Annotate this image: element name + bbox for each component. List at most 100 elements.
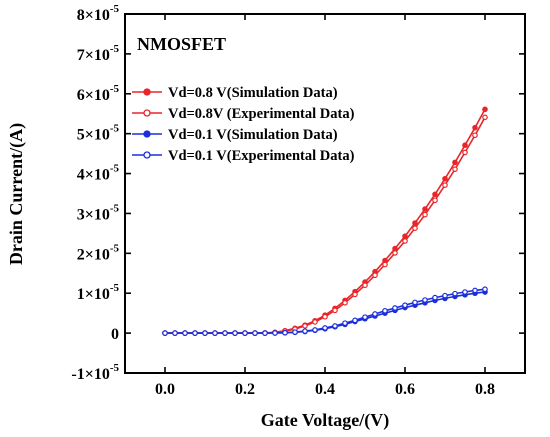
data-point — [482, 286, 488, 293]
x-tick-label: 0.0 — [155, 381, 175, 398]
data-point — [332, 323, 338, 329]
y-tick-label: 6×10-5 — [77, 83, 120, 104]
data-point — [372, 272, 378, 279]
data-point — [342, 320, 348, 326]
data-point — [422, 211, 428, 218]
data-point — [192, 330, 198, 336]
legend-label: Vd=0.1 V(Simulation Data) — [168, 127, 338, 143]
data-point — [352, 317, 358, 324]
data-point — [452, 290, 458, 297]
data-point — [322, 325, 328, 331]
data-point — [212, 330, 218, 336]
y-tick-label: 4×10-5 — [77, 163, 120, 184]
y-tick-mantissa: 3×10 — [77, 206, 110, 223]
x-tick-label: 0.8 — [475, 381, 495, 398]
data-point — [312, 327, 318, 333]
x-tick-label: 0.4 — [315, 381, 335, 398]
data-point — [162, 330, 168, 336]
data-point — [302, 328, 308, 334]
legend-item: Vd=0.1 V(Experimental Data) — [132, 148, 355, 164]
y-tick-mantissa: 7×10 — [77, 47, 110, 64]
y-tick-label: 1×10-5 — [77, 282, 120, 303]
data-point — [242, 330, 248, 336]
legend-marker — [143, 130, 151, 138]
data-point — [422, 297, 428, 303]
y-tick-mantissa: 0 — [111, 326, 119, 343]
y-tick-label: 8×10-5 — [77, 3, 120, 24]
data-point — [172, 330, 178, 336]
data-point — [372, 311, 378, 317]
y-tick-exponent: -5 — [110, 362, 120, 374]
y-tick-label: 3×10-5 — [77, 202, 120, 223]
data-point — [432, 294, 438, 301]
legend-marker — [143, 151, 151, 159]
data-point — [442, 182, 448, 188]
data-point — [332, 307, 338, 314]
data-point — [452, 159, 458, 166]
data-point — [412, 299, 418, 306]
data-point — [322, 313, 328, 320]
data-point — [252, 330, 258, 336]
data-point — [382, 261, 388, 268]
y-tick-exponent: -5 — [110, 163, 120, 175]
series-3 — [162, 286, 488, 336]
data-point — [472, 287, 478, 294]
data-point — [402, 302, 408, 308]
data-point — [462, 149, 468, 156]
data-point — [392, 305, 398, 311]
y-tick-mantissa: 6×10 — [77, 87, 110, 104]
data-point — [392, 250, 398, 256]
y-tick-label: 2×10-5 — [77, 242, 120, 263]
data-point — [402, 233, 408, 239]
chart-annotation: NMOSFET — [137, 34, 226, 54]
y-axis-title: Drain Current/(A) — [6, 123, 27, 265]
data-point — [382, 307, 388, 314]
y-tick-mantissa: 5×10 — [77, 127, 110, 144]
data-point — [452, 166, 458, 172]
data-point — [432, 197, 438, 204]
y-tick-exponent: -5 — [110, 282, 120, 294]
legend-item: Vd=0.8V (Experimental Data) — [132, 106, 355, 122]
data-point — [442, 292, 448, 299]
data-point — [412, 225, 418, 232]
legend-item: Vd=0.8 V(Simulation Data) — [132, 85, 338, 101]
legend-label: Vd=0.1 V(Experimental Data) — [168, 148, 355, 164]
data-point — [472, 132, 478, 139]
series-layer — [162, 106, 488, 336]
legend-marker — [143, 109, 151, 117]
data-point — [202, 330, 208, 336]
y-tick-mantissa: 8×10 — [77, 7, 110, 24]
legend-item: Vd=0.1 V(Simulation Data) — [132, 127, 338, 143]
data-point — [442, 175, 448, 182]
data-point — [292, 329, 298, 335]
legend-label: Vd=0.8V (Experimental Data) — [168, 106, 355, 122]
data-point — [482, 114, 488, 121]
data-point — [462, 142, 468, 149]
data-point — [282, 329, 288, 336]
y-tick-exponent: -5 — [110, 202, 120, 214]
data-point — [432, 191, 438, 198]
x-tick-label: 0.6 — [395, 381, 415, 398]
data-point — [422, 206, 428, 212]
legend-label: Vd=0.8 V(Simulation Data) — [168, 85, 338, 101]
data-point — [362, 282, 368, 289]
x-axis-title: Gate Voltage/(V) — [261, 410, 389, 431]
data-point — [472, 124, 478, 131]
data-point — [352, 291, 358, 298]
data-point — [232, 330, 238, 336]
y-tick-exponent: -5 — [110, 123, 120, 135]
y-tick-exponent: -5 — [110, 43, 120, 55]
legend-marker — [143, 88, 151, 96]
axis-ticks: 0.0 0.2 0.4 0.6 0.8-1×10-501×10-52×10-53×10-… — [71, 3, 525, 398]
y-tick-label: 7×10-5 — [77, 43, 120, 64]
y-tick-label: -1×10-5 — [71, 362, 119, 383]
data-point — [342, 299, 348, 306]
data-point — [182, 330, 188, 336]
y-tick-exponent: -5 — [110, 3, 120, 15]
y-tick-mantissa: -1×10 — [71, 366, 109, 383]
data-point — [412, 220, 418, 226]
y-tick-exponent: -5 — [110, 242, 120, 254]
y-tick-mantissa: 2×10 — [77, 246, 110, 263]
data-point — [462, 289, 468, 295]
